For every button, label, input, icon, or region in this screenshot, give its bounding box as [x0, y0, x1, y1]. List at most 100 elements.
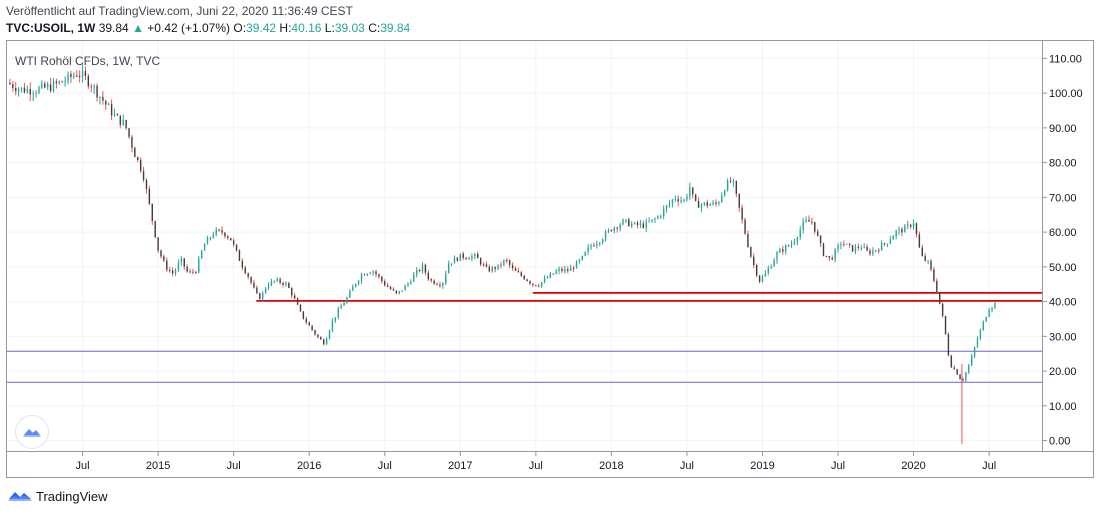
candle-body — [87, 76, 90, 87]
candle-body — [494, 267, 496, 270]
candle-body — [703, 202, 706, 205]
candle-body — [506, 260, 508, 262]
candle-body — [488, 266, 491, 272]
candle-body — [497, 264, 499, 270]
candle-body — [785, 245, 787, 252]
candle-body — [436, 283, 438, 285]
candle-body — [131, 136, 133, 148]
candle-body — [447, 263, 450, 274]
candle-body — [520, 272, 523, 276]
candle-body — [729, 180, 732, 182]
candle-body — [273, 280, 276, 282]
candle-body — [706, 202, 708, 206]
candle-body — [721, 195, 723, 203]
open-value: 39.42 — [246, 21, 277, 35]
candle-body — [770, 266, 772, 269]
candle-body — [514, 268, 517, 271]
y-tick-label: 110.00 — [1049, 53, 1082, 65]
candle-body — [610, 229, 613, 232]
candle-body — [953, 367, 955, 370]
candle-body — [378, 274, 380, 277]
candle-body — [872, 250, 874, 255]
x-tick-label: Jul — [378, 460, 392, 472]
candle-body — [947, 334, 950, 356]
chart-pane[interactable] — [6, 40, 1043, 452]
candle-body — [107, 104, 110, 106]
candle-body — [570, 267, 572, 271]
candle-body — [415, 269, 418, 275]
candle-body — [898, 228, 900, 231]
candle-body — [892, 235, 894, 240]
y-tick-label: 10.00 — [1049, 401, 1077, 413]
candle-body — [793, 241, 796, 244]
candle-body — [78, 76, 81, 78]
candle-body — [968, 365, 970, 373]
candle-body — [334, 317, 337, 321]
y-tick-label: 50.00 — [1049, 262, 1077, 274]
candle-body — [773, 260, 775, 267]
candle-body — [575, 261, 578, 269]
candle-body — [398, 291, 400, 294]
candle-body — [442, 283, 444, 286]
candle-body — [453, 257, 456, 264]
candle-body — [622, 219, 624, 225]
candle-body — [15, 88, 17, 92]
candle-body — [863, 246, 865, 248]
candle-body — [642, 223, 645, 228]
candle-body — [572, 267, 575, 269]
candle-body — [340, 305, 342, 309]
candle-body — [177, 262, 180, 270]
tradingview-branding[interactable]: TradingView — [8, 488, 108, 505]
candle-body — [976, 338, 979, 348]
candle-body — [76, 75, 78, 77]
candle-body — [17, 88, 20, 92]
candle-body — [782, 249, 784, 252]
chart-svg: 110.00 100.00 90.00 80.00 70.00 60.00 50.00 40.… — [7, 41, 1083, 472]
candle-body — [291, 287, 293, 296]
x-tick-label: Jul — [680, 460, 694, 472]
candle-body — [427, 272, 430, 280]
candle-body — [755, 264, 758, 276]
candle-body — [282, 282, 284, 285]
candle-body — [352, 286, 354, 291]
y-tick-label: 90.00 — [1049, 123, 1077, 135]
candle-body — [601, 239, 604, 243]
candle-body — [198, 258, 200, 273]
candle-body — [648, 221, 650, 223]
candle-body — [253, 282, 255, 288]
candle-body — [218, 229, 220, 231]
candle-body — [459, 253, 461, 261]
close-label: C: — [368, 21, 381, 35]
candle-body — [697, 200, 700, 208]
candle-body — [878, 250, 880, 252]
candle-body — [366, 273, 369, 276]
candle-body — [328, 330, 331, 339]
candle-body — [70, 73, 72, 77]
symbol-label: TVC:USOIL, 1W — [6, 21, 96, 35]
candle-body — [950, 355, 953, 368]
candle-body — [564, 269, 566, 272]
candle-body — [52, 81, 55, 92]
candle-body — [9, 82, 11, 85]
candle-body — [325, 338, 328, 345]
candle-body — [224, 232, 226, 237]
tradingview-cloud-icon[interactable] — [15, 415, 49, 449]
candle-body — [982, 321, 985, 330]
candle-body — [29, 89, 31, 95]
candle-body — [625, 219, 627, 221]
candle-body — [854, 246, 857, 252]
candle-body — [323, 339, 325, 345]
candle-body — [846, 243, 848, 245]
candle-body — [886, 243, 889, 245]
candle-body — [994, 302, 996, 308]
candle-body — [523, 275, 525, 280]
time-axis[interactable] — [6, 452, 1094, 478]
candle-body — [477, 253, 479, 259]
candle-body — [227, 236, 229, 239]
candle-body — [241, 260, 244, 268]
candle-body — [360, 274, 363, 281]
candle-body — [959, 374, 961, 380]
price-axis[interactable] — [1043, 40, 1094, 452]
candle-body — [895, 230, 897, 236]
candle-body — [593, 245, 595, 247]
